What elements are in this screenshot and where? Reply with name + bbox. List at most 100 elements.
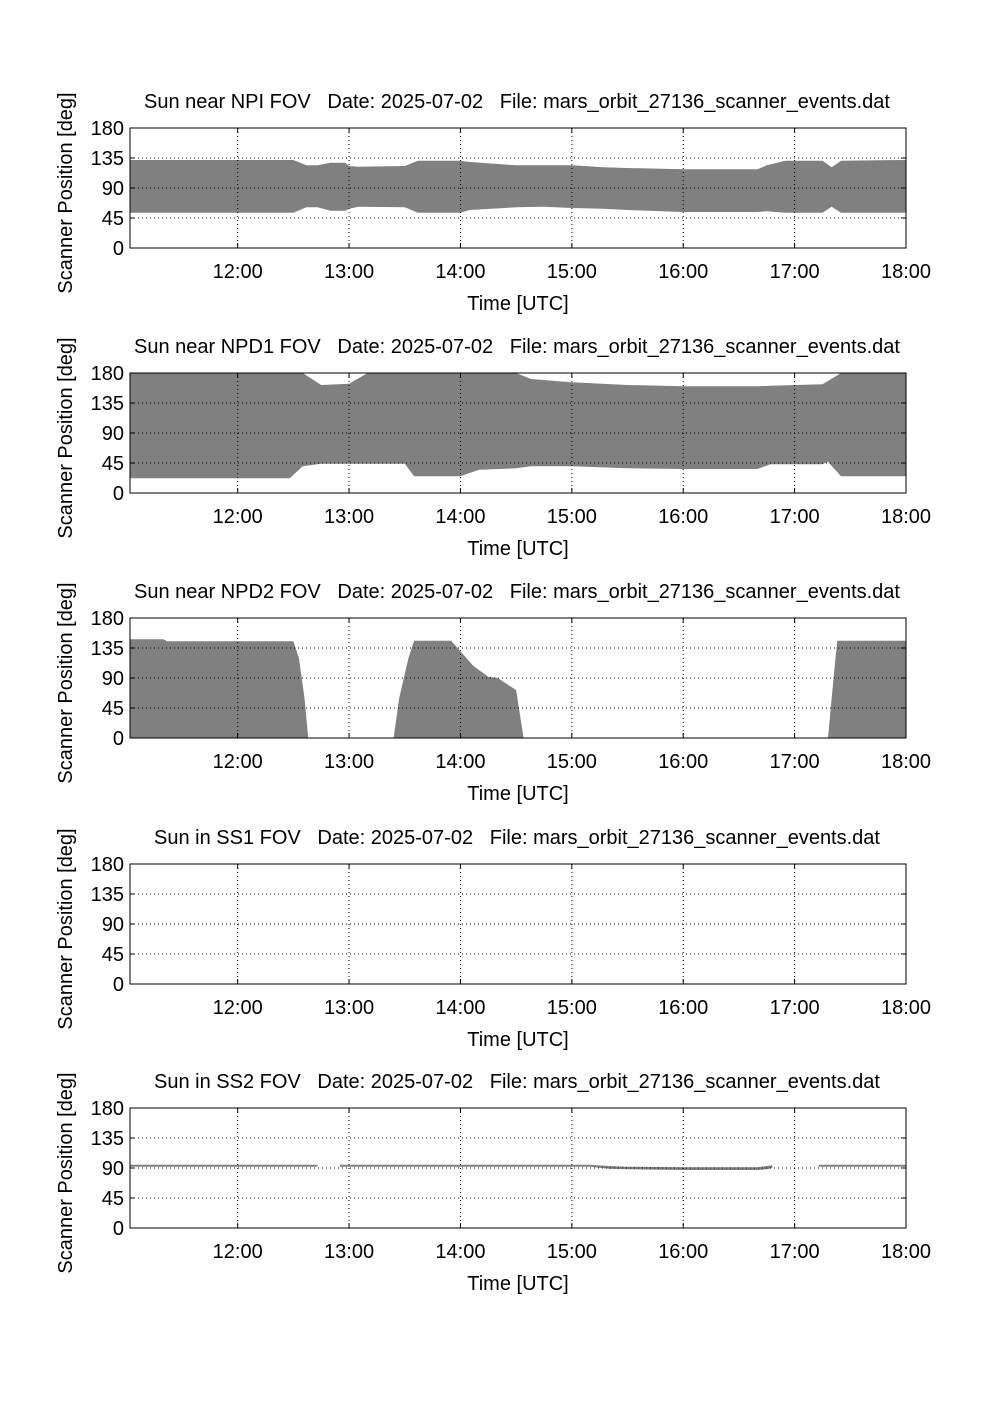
x-tick-label: 13:00 [324, 1241, 374, 1263]
x-tick-label: 15:00 [547, 1241, 597, 1263]
subplot-3: Sun near NPD2 FOV Date: 2025-07-02 File:… [55, 581, 931, 805]
y-tick-label: 180 [91, 608, 124, 630]
y-tick-label: 180 [91, 1098, 124, 1120]
x-tick-label: 18:00 [881, 751, 931, 773]
y-tick-label: 135 [91, 638, 124, 660]
x-tick-label: 14:00 [435, 261, 485, 283]
x-tick-label: 12:00 [213, 751, 263, 773]
x-tick-label: 12:00 [213, 261, 263, 283]
x-tick-label: 17:00 [770, 1241, 820, 1263]
x-tick-label: 13:00 [324, 997, 374, 1019]
scanner-band [393, 640, 524, 738]
plot-title: Sun near NPD2 FOV Date: 2025-07-02 File:… [134, 581, 900, 603]
x-tick-label: 16:00 [658, 261, 708, 283]
x-tick-label: 15:00 [547, 751, 597, 773]
x-axis-label: Time [UTC] [467, 783, 568, 805]
x-tick-label: 13:00 [324, 261, 374, 283]
grid [130, 128, 906, 248]
plot-title: Sun in SS1 FOV Date: 2025-07-02 File: ma… [154, 827, 880, 849]
y-tick-label: 0 [113, 974, 124, 996]
y-tick-label: 135 [91, 884, 124, 906]
grid [130, 864, 906, 984]
subplot-1: Sun near NPI FOV Date: 2025-07-02 File: … [55, 91, 931, 315]
y-tick-label: 0 [113, 483, 124, 505]
scanner-band [339, 1164, 773, 1170]
tick-marks [130, 1107, 907, 1229]
x-axis-label: Time [UTC] [467, 293, 568, 315]
x-tick-label: 13:00 [324, 751, 374, 773]
x-tick-label: 16:00 [658, 506, 708, 528]
series-area [130, 639, 906, 738]
series-area [130, 1164, 906, 1170]
y-tick-label: 135 [91, 1128, 124, 1150]
subplot-4: Sun in SS1 FOV Date: 2025-07-02 File: ma… [55, 827, 931, 1051]
scanner-band [130, 639, 309, 738]
plot-title: Sun near NPI FOV Date: 2025-07-02 File: … [144, 91, 890, 113]
y-tick-label: 135 [91, 393, 124, 415]
y-tick-label: 45 [102, 208, 124, 230]
plot-title: Sun near NPD1 FOV Date: 2025-07-02 File:… [134, 336, 900, 358]
y-axis-label: Scanner Position [deg] [55, 582, 77, 783]
y-axis-label: Scanner Position [deg] [55, 337, 77, 538]
tick-marks [130, 372, 907, 494]
x-tick-label: 12:00 [213, 506, 263, 528]
y-tick-label: 90 [102, 914, 124, 936]
x-tick-label: 14:00 [435, 751, 485, 773]
x-tick-label: 17:00 [770, 751, 820, 773]
x-tick-label: 18:00 [881, 261, 931, 283]
x-tick-label: 16:00 [658, 997, 708, 1019]
grid [130, 618, 906, 738]
y-tick-label: 0 [113, 1218, 124, 1240]
subplot-5: Sun in SS2 FOV Date: 2025-07-02 File: ma… [55, 1071, 931, 1295]
x-tick-label: 17:00 [770, 506, 820, 528]
x-axis-label: Time [UTC] [467, 1273, 568, 1295]
subplot-2: Sun near NPD1 FOV Date: 2025-07-02 File:… [55, 336, 931, 560]
x-tick-label: 12:00 [213, 997, 263, 1019]
grid [130, 373, 906, 493]
x-tick-label: 18:00 [881, 997, 931, 1019]
y-tick-label: 90 [102, 178, 124, 200]
x-tick-label: 14:00 [435, 1241, 485, 1263]
x-tick-label: 16:00 [658, 751, 708, 773]
y-tick-label: 90 [102, 423, 124, 445]
y-tick-label: 0 [113, 238, 124, 260]
y-tick-label: 180 [91, 118, 124, 140]
series-area [130, 160, 906, 213]
x-axis-label: Time [UTC] [467, 1029, 568, 1051]
y-axis-label: Scanner Position [deg] [55, 1072, 77, 1273]
y-tick-label: 0 [113, 728, 124, 750]
y-tick-label: 45 [102, 944, 124, 966]
y-tick-label: 135 [91, 148, 124, 170]
plot-title: Sun in SS2 FOV Date: 2025-07-02 File: ma… [154, 1071, 880, 1093]
y-axis-label: Scanner Position [deg] [55, 92, 77, 293]
series-area [130, 373, 906, 479]
x-tick-label: 15:00 [547, 997, 597, 1019]
y-axis-label: Scanner Position [deg] [55, 828, 77, 1029]
x-tick-label: 17:00 [770, 997, 820, 1019]
scanner-band [130, 1164, 318, 1167]
x-tick-label: 18:00 [881, 1241, 931, 1263]
x-tick-label: 13:00 [324, 506, 374, 528]
x-tick-label: 15:00 [547, 506, 597, 528]
scanner-band [130, 373, 906, 479]
x-axis-label: Time [UTC] [467, 538, 568, 560]
x-tick-label: 14:00 [435, 997, 485, 1019]
y-tick-label: 180 [91, 854, 124, 876]
x-tick-label: 17:00 [770, 261, 820, 283]
grid [130, 1108, 906, 1228]
scanner-band [828, 640, 906, 738]
y-tick-label: 90 [102, 1158, 124, 1180]
scanner-band [130, 160, 906, 213]
x-tick-label: 12:00 [213, 1241, 263, 1263]
tick-marks [130, 863, 907, 985]
x-tick-label: 15:00 [547, 261, 597, 283]
x-tick-label: 18:00 [881, 506, 931, 528]
y-tick-label: 90 [102, 668, 124, 690]
tick-marks [130, 617, 907, 739]
y-tick-label: 45 [102, 698, 124, 720]
y-tick-label: 180 [91, 363, 124, 385]
x-tick-label: 14:00 [435, 506, 485, 528]
y-tick-label: 45 [102, 453, 124, 475]
scanner-band [818, 1164, 906, 1167]
